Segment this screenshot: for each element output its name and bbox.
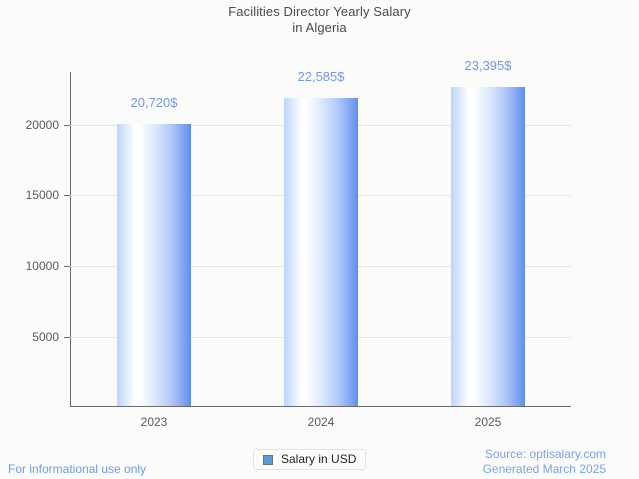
x-tick-label-2025: 2025 <box>474 415 502 429</box>
y-tick-label-10000: 10000 <box>25 259 59 273</box>
source-attribution: Source: optisalary.com Generated March 2… <box>483 447 606 477</box>
source-line: Source: optisalary.com <box>484 447 606 461</box>
value-label-2025: 23,395$ <box>464 58 512 73</box>
value-label-2024: 22,585$ <box>297 69 345 84</box>
disclaimer-text: For informational use only <box>8 462 147 476</box>
generated-line: Generated March 2025 <box>482 462 606 476</box>
x-tick-label-2023: 2023 <box>140 415 168 429</box>
chart-title-line-2: in Algeria <box>292 20 347 35</box>
bar-2023[interactable] <box>117 124 191 406</box>
y-tick-label-5000: 5000 <box>32 330 59 344</box>
tickmark-20000 <box>64 125 70 126</box>
plot-area: 20000 15000 10000 5000 <box>26 72 571 406</box>
chart-title: Facilities Director Yearly Salary in Alg… <box>0 4 639 36</box>
chart-legend[interactable]: Salary in USD <box>253 449 367 470</box>
chart-title-line-1: Facilities Director Yearly Salary <box>228 4 411 19</box>
bar-2025[interactable] <box>451 87 525 406</box>
y-tick-label-15000: 15000 <box>25 188 59 202</box>
tickmark-5000 <box>64 337 70 338</box>
legend-item-label: Salary in USD <box>281 452 357 466</box>
legend-swatch-icon <box>263 454 273 465</box>
y-axis-line <box>70 72 71 407</box>
tickmark-10000 <box>64 266 70 267</box>
value-label-2023: 20,720$ <box>130 95 178 110</box>
x-tick-label-2024: 2024 <box>307 415 335 429</box>
bar-2024[interactable] <box>284 98 358 406</box>
y-tick-label-20000: 20000 <box>25 118 59 132</box>
x-axis-line <box>70 406 571 407</box>
tickmark-15000 <box>64 195 70 196</box>
